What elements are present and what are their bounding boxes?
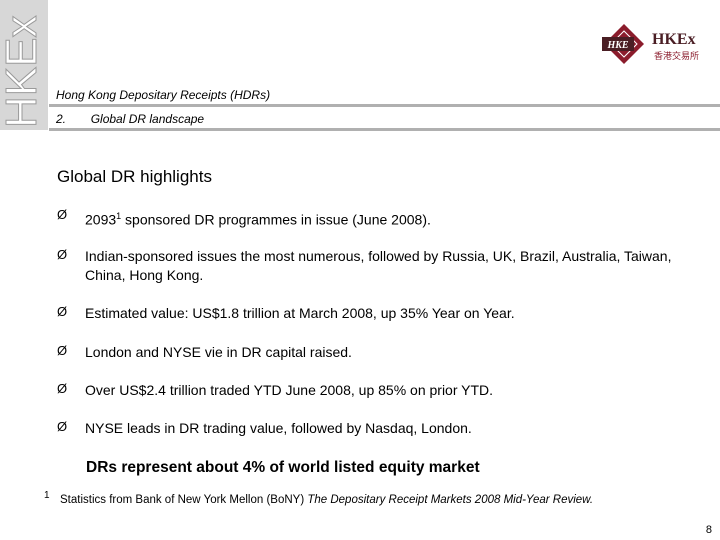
bullet-text: Over US$2.4 trillion traded YTD June 200… bbox=[85, 382, 494, 398]
section-number: 2. bbox=[56, 112, 67, 126]
footnote-ref: 1 bbox=[116, 211, 122, 221]
footnote-text: Statistics from Bank of New York Mellon … bbox=[60, 494, 594, 506]
brand-vertical-bar: HKEx bbox=[0, 0, 48, 130]
logo-badge-text: HKE bbox=[606, 40, 628, 51]
bullet-arrow-icon: Ø bbox=[57, 304, 68, 319]
bullet-item: Ø 20931 sponsored DR programmes in issue… bbox=[57, 207, 715, 230]
bullet-arrow-icon: Ø bbox=[57, 381, 68, 396]
header-subtitle: Hong Kong Depositary Receipts (HDRs) bbox=[56, 88, 271, 102]
bullet-text: NYSE leads in DR trading value, followed… bbox=[85, 420, 472, 436]
bullet-arrow-icon: Ø bbox=[57, 207, 68, 222]
bullet-arrow-icon: Ø bbox=[57, 343, 68, 358]
key-takeaway: DRs represent about 4% of world listed e… bbox=[86, 459, 480, 476]
bullet-text: London and NYSE vie in DR capital raised… bbox=[85, 344, 352, 360]
footnote-mark: 1 bbox=[44, 490, 50, 501]
bullet-text: Indian-sponsored issues the most numerou… bbox=[85, 248, 672, 283]
bullet-arrow-icon: Ø bbox=[57, 247, 68, 262]
section-title: Global DR landscape bbox=[90, 112, 205, 126]
hkex-logo: HKE HKEx 香港交易所 bbox=[602, 24, 699, 64]
footnote: 1 Statistics from Bank of New York Mello… bbox=[44, 490, 594, 506]
bullet-item: Ø NYSE leads in DR trading value, follow… bbox=[57, 419, 715, 438]
page-number: 8 bbox=[705, 524, 712, 536]
bullet-arrow-icon: Ø bbox=[57, 419, 68, 434]
bullet-text: 20931 sponsored DR programmes in issue (… bbox=[85, 211, 431, 228]
slide-title: Global DR highlights bbox=[57, 167, 212, 186]
header-divider-top bbox=[49, 104, 720, 107]
logo-chinese: 香港交易所 bbox=[654, 50, 699, 62]
section-heading: 2. Global DR landscape bbox=[56, 112, 204, 126]
header-divider-bottom bbox=[49, 128, 720, 131]
footnote-source-title: The Depositary Receipt Markets 2008 Mid-… bbox=[307, 494, 594, 506]
bullet-item: Ø Estimated value: US$1.8 trillion at Ma… bbox=[57, 304, 715, 323]
bullet-item: Ø Over US$2.4 trillion traded YTD June 2… bbox=[57, 381, 715, 400]
bullet-item: Ø Indian-sponsored issues the most numer… bbox=[57, 247, 715, 285]
bullet-text: Estimated value: US$1.8 trillion at Marc… bbox=[85, 305, 515, 321]
brand-vertical-text: HKEx bbox=[0, 16, 46, 128]
logo-emblem-icon: HKE bbox=[602, 24, 644, 64]
bullet-item: Ø London and NYSE vie in DR capital rais… bbox=[57, 343, 715, 362]
logo-name: HKEx bbox=[652, 31, 696, 48]
